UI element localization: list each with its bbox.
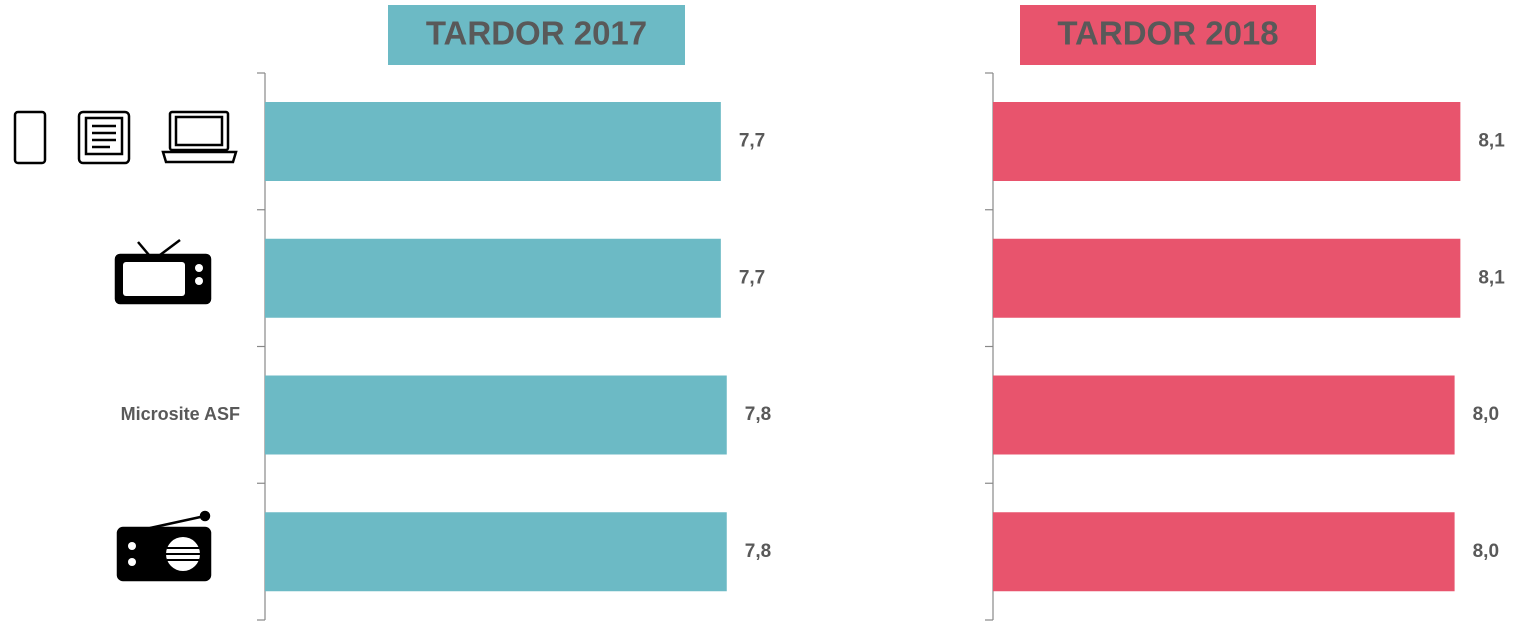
- bar: [993, 375, 1455, 455]
- bar: [993, 238, 1461, 318]
- value-label: 8,1: [1478, 267, 1505, 288]
- icons: [13, 110, 238, 582]
- bar: [993, 102, 1461, 181]
- value-label: 8,0: [1473, 404, 1499, 425]
- bar: [265, 512, 727, 592]
- bar: [265, 102, 721, 181]
- bar: [265, 375, 727, 455]
- bar: [993, 512, 1455, 592]
- chart-title: TARDOR 2017: [426, 15, 647, 52]
- value-label: 7,8: [745, 404, 771, 425]
- tv-icon: [114, 239, 212, 305]
- value-label: 8,0: [1473, 541, 1499, 562]
- laptop-icon: [161, 110, 238, 164]
- bar: [265, 238, 721, 318]
- value-label: 7,7: [739, 267, 765, 288]
- value-label: 7,7: [739, 131, 765, 152]
- value-label: 8,1: [1478, 131, 1505, 152]
- title-box: [1020, 5, 1316, 65]
- chart-title: TARDOR 2018: [1057, 15, 1278, 52]
- value-label: 7,8: [745, 541, 771, 562]
- phone-icon: [13, 110, 47, 165]
- title-box: [388, 5, 685, 65]
- radio-icon: [116, 510, 212, 582]
- category-label: Microsite ASF: [121, 404, 240, 424]
- tablet-icon: [77, 110, 131, 165]
